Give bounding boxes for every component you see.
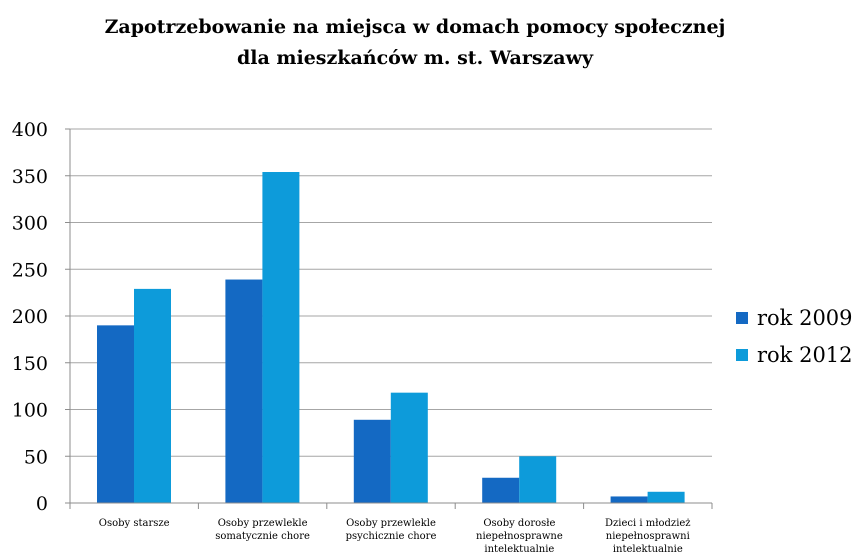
- legend: rok 2009 rok 2012: [736, 306, 853, 367]
- category-label: intelektualnie: [484, 544, 554, 555]
- bar-rok-2012-2: [390, 392, 428, 503]
- category-label: intelektualnie: [613, 544, 683, 555]
- category-label: Dzieci i młodzież: [605, 518, 691, 529]
- y-tick-label: 350: [12, 166, 48, 188]
- y-tick-label: 150: [12, 353, 48, 375]
- bar-rok-2012-3: [519, 456, 557, 503]
- legend-swatch: [736, 312, 748, 324]
- category-label: Osoby starsze: [99, 518, 170, 529]
- y-axis-ticks: 0 50 100 150 200 250 300 350 400: [12, 119, 70, 515]
- legend-label: rok 2009: [757, 306, 853, 330]
- category-label: Osoby przewlekle: [218, 518, 308, 529]
- y-tick-label: 400: [12, 119, 48, 141]
- chart-title-line: Zapotrzebowanie na miejsca w domach pomo…: [105, 16, 726, 38]
- bar-rok-2009-1: [225, 279, 263, 503]
- bar-rok-2009-3: [482, 477, 520, 503]
- bar-rok-2012-0: [134, 288, 171, 503]
- bar-rok-2012-1: [262, 172, 300, 503]
- y-tick-label: 200: [12, 306, 48, 328]
- chart-title-line: dla mieszkańców m. st. Warszawy: [237, 47, 594, 69]
- bar-rok-2009-4: [610, 496, 648, 503]
- bar-rok-2009-0: [97, 325, 134, 503]
- legend-label: rok 2012: [757, 343, 853, 367]
- y-tick-label: 250: [12, 259, 48, 281]
- legend-swatch: [736, 349, 748, 361]
- category-label: niepełnosprawne: [476, 531, 563, 542]
- y-tick-label: 100: [12, 400, 48, 422]
- category-label: Osoby przewlekle: [346, 518, 436, 529]
- category-label: somatycznie chore: [215, 531, 310, 542]
- category-label: niepełnosprawni: [606, 531, 690, 542]
- y-tick-label: 300: [12, 213, 48, 235]
- chart-title: Zapotrzebowanie na miejsca w domach pomo…: [105, 16, 726, 69]
- category-label: Osoby dorosłe: [483, 518, 555, 529]
- grid-lines: [70, 128, 712, 457]
- bar-rok-2009-2: [353, 419, 391, 503]
- y-tick-label: 50: [24, 446, 48, 468]
- category-label: psychicznie chore: [346, 531, 437, 542]
- x-axis: [69, 129, 713, 509]
- bars: [97, 172, 685, 503]
- category-labels: Osoby starsze Osoby przewlekle somatycznie…: [99, 518, 691, 555]
- y-tick-label: 0: [36, 493, 48, 515]
- bar-rok-2012-4: [647, 491, 685, 503]
